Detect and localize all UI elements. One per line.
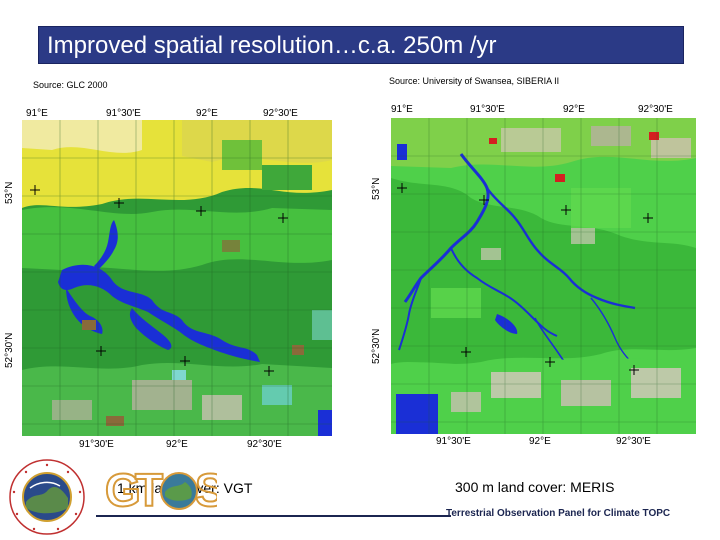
right-caption: 300 m land cover: MERIS <box>455 479 615 495</box>
right-bottom-tick-1: 91°30'E <box>436 436 471 447</box>
right-source-label: Source: University of Swansea, SIBERIA I… <box>389 76 560 86</box>
gtos-logo: GTOS G T S <box>104 462 227 520</box>
left-side-tick-1: 53°N <box>4 181 15 204</box>
gcos-emblem-logo <box>8 458 86 536</box>
left-side-tick-2: 52°30'N <box>4 332 15 368</box>
right-bottom-tick-3: 92°30'E <box>616 436 651 447</box>
left-landcover-map <box>22 120 332 436</box>
left-top-tick-3: 92°E <box>196 108 218 119</box>
right-side-tick-1: 53°N <box>371 177 382 200</box>
left-bottom-tick-3: 92°30'E <box>247 439 282 450</box>
left-top-tick-4: 92°30'E <box>263 108 298 119</box>
left-source-label: Source: GLC 2000 <box>33 80 108 90</box>
slide-title-bar: Improved spatial resolution…c.a. 250m /y… <box>38 26 684 64</box>
right-side-tick-2: 52°30'N <box>371 328 382 364</box>
right-bottom-tick-2: 92°E <box>529 436 551 447</box>
slide-title: Improved spatial resolution…c.a. 250m /y… <box>47 32 497 59</box>
right-top-tick-3: 92°E <box>563 104 585 115</box>
svg-text:G: G <box>105 464 141 516</box>
right-top-tick-1: 91°E <box>391 104 413 115</box>
left-bottom-tick-2: 92°E <box>166 439 188 450</box>
left-top-tick-2: 91°30'E <box>106 108 141 119</box>
footer-text: Terrestrial Observation Panel for Climat… <box>446 508 671 519</box>
svg-text:T: T <box>135 464 163 516</box>
svg-text:S: S <box>195 464 217 516</box>
footer-divider <box>96 515 451 517</box>
right-top-tick-2: 91°30'E <box>470 104 505 115</box>
left-bottom-tick-1: 91°30'E <box>79 439 114 450</box>
left-top-tick-1: 91°E <box>26 108 48 119</box>
right-landcover-map <box>391 118 696 434</box>
right-top-tick-4: 92°30'E <box>638 104 673 115</box>
